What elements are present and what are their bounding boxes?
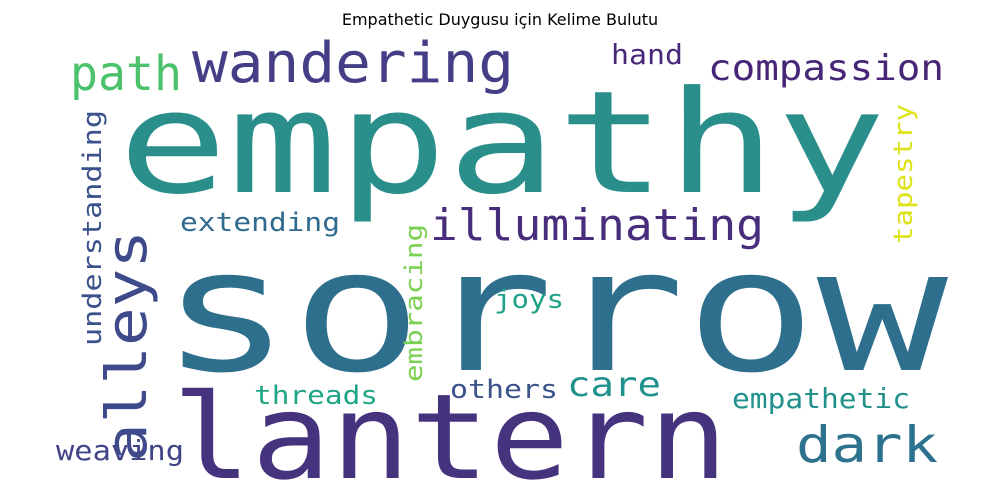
word-hand: hand xyxy=(611,38,683,71)
figure-title: Empathetic Duygusu için Kelime Bulutu xyxy=(341,10,659,29)
word-others: others xyxy=(450,375,558,405)
word-path: path xyxy=(70,46,182,102)
word-understanding: understanding xyxy=(78,110,108,346)
word-alleys: alleys xyxy=(95,230,160,462)
word-threads: threads xyxy=(254,381,378,411)
word-embracing: embracing xyxy=(400,224,428,382)
word-tapestry: tapestry xyxy=(889,104,919,244)
word-lantern: lantern xyxy=(172,368,728,500)
word-compassion: compassion xyxy=(708,48,944,89)
word-joys: joys xyxy=(494,285,564,315)
word-empathy: empathy xyxy=(118,61,886,226)
word-weaving: weaving xyxy=(56,434,184,467)
word-care: care xyxy=(567,365,661,405)
word-illuminating: illuminating xyxy=(430,200,764,251)
word-extending: extending xyxy=(180,208,340,238)
word-wandering: wandering xyxy=(192,31,514,96)
word-empathetic: empathetic xyxy=(732,382,910,415)
word-sorrow: sorrow xyxy=(160,213,949,411)
word-dark: dark xyxy=(796,416,938,474)
